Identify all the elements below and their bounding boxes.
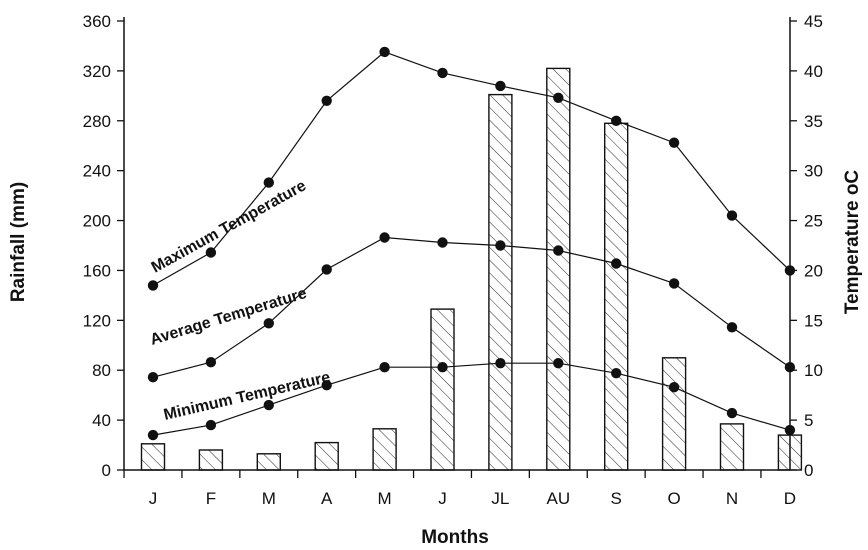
right-tick-label-3: 15: [804, 311, 823, 330]
temp-point-0-1: [205, 247, 217, 258]
temp-line-1: [152, 236, 791, 378]
temp-point-1-0: [147, 372, 159, 383]
x-tick-label-6: JL: [491, 489, 509, 508]
x-tick-label-9: O: [667, 489, 680, 508]
temp-line-0: [152, 51, 791, 286]
rainfall-bar-8: [604, 122, 629, 471]
rainfall-bar-2: [256, 453, 281, 471]
rainfall-bar-5: [430, 308, 455, 471]
x-tick-label-0: J: [149, 489, 158, 508]
right-tick-label-7: 35: [804, 112, 823, 131]
x-tick-label-8: S: [611, 489, 622, 508]
rainfall-bar-6: [488, 93, 513, 471]
left-tick-label-3: 120: [83, 311, 111, 330]
left-tick-label-2: 80: [92, 361, 111, 380]
left-tick-label-4: 160: [83, 261, 111, 280]
x-tick-label-11: D: [784, 489, 796, 508]
temp-point-2-10: [726, 407, 738, 419]
temp-point-1-3: [321, 264, 332, 275]
rainfall-bars: [140, 67, 803, 471]
left-tick-label-5: 200: [83, 212, 111, 231]
temp-point-2-9: [668, 382, 680, 393]
series-labels: Maximum Temperature Average Temperature Mi…: [148, 177, 332, 424]
x-tick-label-4: M: [378, 489, 392, 508]
temperature-lines: [147, 46, 796, 441]
left-axis-title: Rainfall (mm): [8, 182, 29, 302]
rainfall-bar-10: [719, 423, 745, 471]
axes: 0 40 80 120 160 200 240 280 320 360 0 5 10 15 20 25 30 35…: [83, 12, 823, 508]
temp-point-2-6: [495, 358, 506, 369]
left-tick-label-7: 280: [83, 112, 111, 131]
temp-point-1-2: [263, 318, 274, 329]
temp-point-2-4: [379, 362, 390, 373]
temp-point-2-3: [321, 380, 332, 391]
temp-point-2-8: [611, 368, 622, 379]
temp-point-0-10: [726, 210, 738, 221]
temp-point-2-2: [263, 399, 274, 411]
x-tick-label-10: N: [726, 489, 738, 508]
right-tick-label-4: 20: [804, 261, 823, 280]
series-label-0: Maximum Temperature: [149, 177, 309, 276]
left-tick-label-1: 40: [92, 411, 111, 430]
temp-point-2-1: [205, 419, 217, 431]
right-tick-label-5: 25: [804, 212, 823, 231]
rainfall-bar-1: [198, 449, 224, 471]
left-tick-label-9: 360: [83, 12, 111, 31]
rainfall-bar-3: [314, 441, 339, 471]
rainfall-bar-9: [661, 357, 687, 471]
left-tick-label-0: 0: [102, 461, 111, 480]
temp-point-1-1: [205, 357, 217, 368]
temp-point-2-7: [553, 358, 564, 369]
temp-point-0-8: [611, 115, 622, 127]
right-tick-label-6: 30: [804, 162, 823, 181]
temp-point-0-2: [263, 177, 274, 188]
x-tick-label-3: A: [321, 489, 333, 508]
temp-point-1-10: [726, 322, 738, 333]
left-tick-label-6: 240: [83, 162, 111, 181]
temp-point-1-8: [611, 258, 622, 269]
temp-point-0-6: [495, 80, 506, 92]
temp-point-1-5: [437, 237, 448, 248]
temp-point-1-9: [668, 278, 680, 289]
temp-point-2-5: [437, 362, 448, 373]
temp-point-0-7: [553, 92, 564, 104]
right-tick-label-2: 10: [804, 361, 823, 380]
temp-point-1-7: [553, 245, 564, 256]
x-tick-label-2: M: [262, 489, 276, 508]
right-tick-label-1: 5: [804, 411, 813, 430]
temp-point-0-3: [321, 95, 332, 107]
right-tick-label-8: 40: [804, 62, 823, 81]
temp-point-2-0: [147, 429, 159, 441]
right-tick-label-9: 45: [804, 12, 823, 31]
x-axis-title: Months: [421, 527, 489, 548]
rainfall-bar-0: [140, 443, 166, 471]
x-tick-label-1: F: [206, 489, 216, 508]
right-tick-label-0: 0: [804, 461, 813, 480]
rainfall-bar-4: [372, 428, 397, 471]
temp-point-1-6: [495, 240, 506, 251]
right-axis-title: Temperature oC: [842, 170, 863, 315]
temp-point-0-0: [147, 280, 159, 291]
left-tick-label-8: 320: [83, 62, 111, 81]
x-tick-label-7: AU: [546, 489, 570, 508]
temp-point-1-4: [379, 232, 390, 243]
series-label-1: Average Temperature: [148, 285, 309, 349]
temp-point-0-4: [379, 46, 390, 58]
series-label-2: Minimum Temperature: [162, 369, 332, 424]
rainfall-bar-7: [546, 67, 571, 471]
temp-point-0-9: [668, 137, 680, 148]
x-tick-label-5: J: [438, 489, 447, 508]
temp-point-0-5: [437, 67, 448, 79]
temp-line-2: [152, 362, 791, 436]
